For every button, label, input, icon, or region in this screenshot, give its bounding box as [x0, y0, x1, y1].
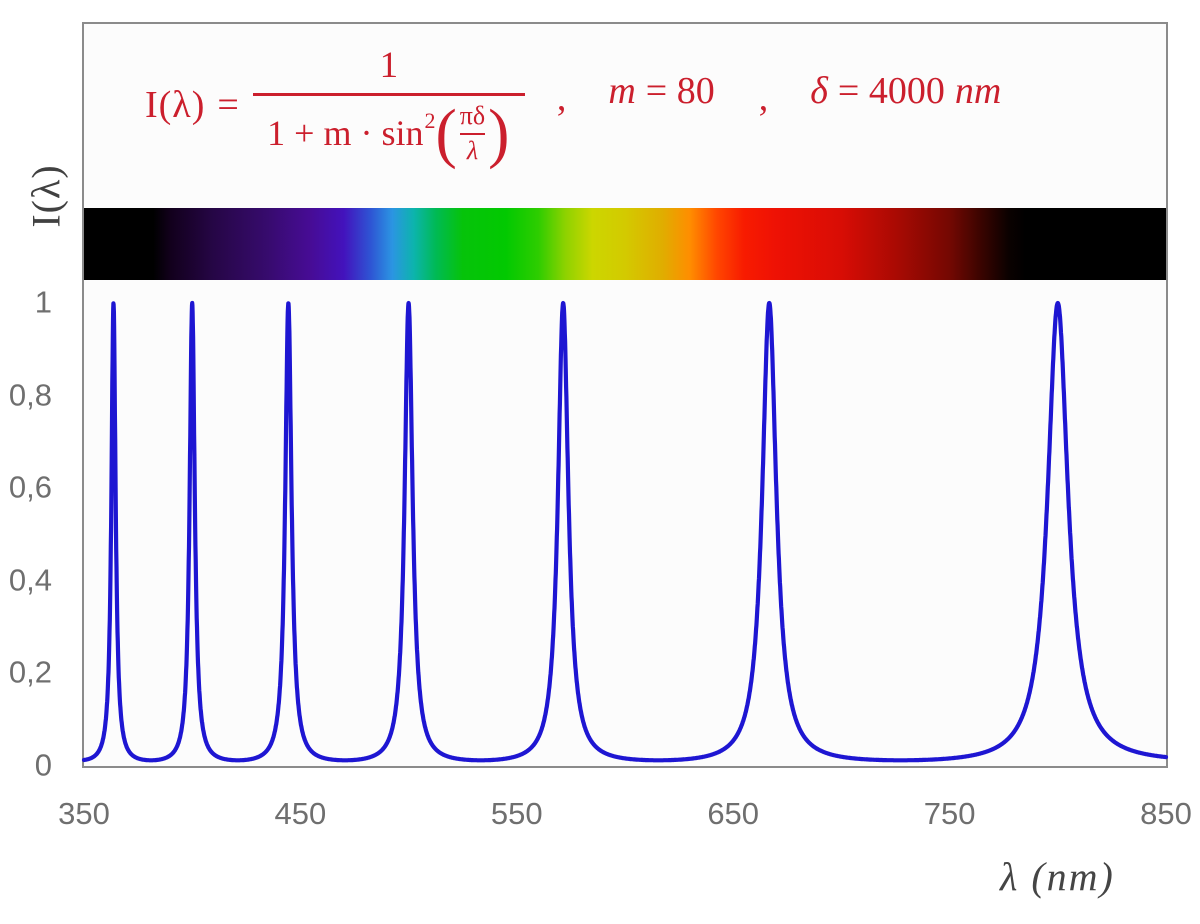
inner-numerator: πδ [459, 100, 486, 130]
y-tick-label: 0,2 [8, 654, 52, 690]
denominator-prefix: 1 + m · sin [267, 113, 424, 153]
y-tick-label: 1 [34, 284, 52, 320]
param-delta: δ = 4000 nm [810, 70, 1002, 112]
x-tick-label: 650 [707, 796, 760, 831]
x-tick-label: 350 [58, 796, 110, 831]
visible-spectrum-bar [84, 208, 1166, 280]
fraction-numerator: 1 [379, 44, 399, 86]
fraction-denominator: 1 + m · sin 2 ( πδ λ ) [267, 95, 510, 170]
x-tick-label: 450 [274, 796, 327, 831]
inner-fraction: πδ λ [459, 100, 486, 165]
formula-lhs: I(λ) [145, 84, 206, 126]
airy-formula: I(λ) = 1 1 + m · sin 2 ( πδ λ ) , m = 80 ,… [145, 30, 1001, 180]
y-tick-label: 0,4 [8, 562, 52, 598]
y-tick-label: 0,8 [8, 376, 52, 412]
x-tick-label: 550 [490, 796, 543, 831]
y-tick-label: 0 [34, 747, 52, 783]
formula-equals: = [217, 84, 239, 126]
x-axis-title: λ (nm) [1000, 854, 1115, 899]
separator-comma: , [556, 77, 567, 119]
inner-denominator: λ [466, 135, 479, 165]
separator-comma: , [758, 77, 769, 119]
param-m: m = 80 [608, 70, 715, 112]
fraction-bar [252, 92, 525, 96]
inner-fraction-bar [459, 132, 486, 135]
x-tick-label: 850 [1140, 796, 1192, 831]
x-tick-label: 750 [923, 796, 976, 831]
y-axis-title: I(λ) [23, 164, 69, 228]
formula-fraction: 1 1 + m · sin 2 ( πδ λ ) [252, 44, 525, 170]
intensity-curve [81, 300, 1169, 763]
y-tick-label: 0,6 [8, 469, 52, 505]
plot-area [82, 22, 1168, 768]
